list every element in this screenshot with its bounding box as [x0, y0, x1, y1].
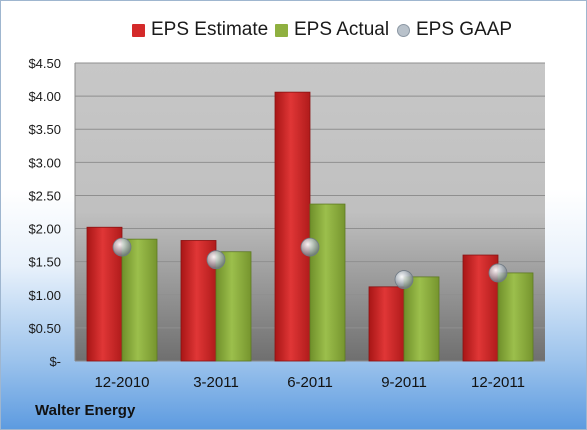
y-tick-label: $3.50 — [28, 122, 61, 137]
bar-eps-actual — [403, 276, 440, 362]
x-tick-label: 12-2011 — [471, 374, 525, 391]
legend-label-eps-estimate: EPS Estimate — [151, 19, 269, 40]
bar-eps-estimate — [274, 91, 311, 362]
legend-label-eps-actual: EPS Actual — [294, 19, 390, 40]
bar-eps-estimate — [368, 286, 405, 362]
bar-eps-estimate — [180, 240, 217, 362]
x-tick-label: 9-2011 — [381, 374, 427, 391]
bar-eps-actual — [215, 251, 252, 362]
y-tick-label: $2.00 — [28, 222, 61, 237]
y-tick-label: $1.50 — [28, 255, 61, 270]
y-tick-label: $3.00 — [28, 155, 61, 170]
legend: EPS Estimate EPS Actual EPS GAAP — [1, 17, 586, 43]
legend-swatch-eps-estimate — [132, 23, 145, 37]
y-tick-label: $4.50 — [28, 56, 61, 71]
x-tick-label: 6-2011 — [287, 374, 333, 391]
legend-item-eps-estimate: EPS Estimate — [132, 17, 268, 43]
legend-item-eps-gaap: EPS GAAP — [397, 17, 512, 43]
y-tick-label: $0.50 — [28, 321, 61, 336]
marker-eps-gaap — [112, 237, 132, 257]
marker-eps-gaap — [206, 250, 226, 270]
legend-label-eps-gaap: EPS GAAP — [416, 19, 513, 40]
company-name: Walter Energy — [35, 402, 136, 419]
marker-eps-gaap — [488, 263, 508, 283]
y-tick-label: $- — [49, 354, 61, 369]
x-tick-label: 12-2010 — [94, 374, 149, 391]
legend-swatch-eps-gaap — [397, 23, 410, 37]
y-tick-label: $4.00 — [28, 89, 61, 104]
y-tick-label: $2.50 — [28, 188, 61, 203]
legend-swatch-eps-actual — [275, 23, 288, 37]
legend-item-eps-actual: EPS Actual — [275, 17, 389, 43]
bar-eps-actual — [497, 272, 534, 362]
x-tick-label: 3-2011 — [193, 374, 239, 391]
marker-eps-gaap — [300, 237, 320, 257]
marker-eps-gaap — [394, 270, 414, 289]
y-tick-label: $1.00 — [28, 288, 61, 303]
bar-eps-actual — [121, 238, 158, 362]
bar-eps-actual — [309, 203, 346, 362]
